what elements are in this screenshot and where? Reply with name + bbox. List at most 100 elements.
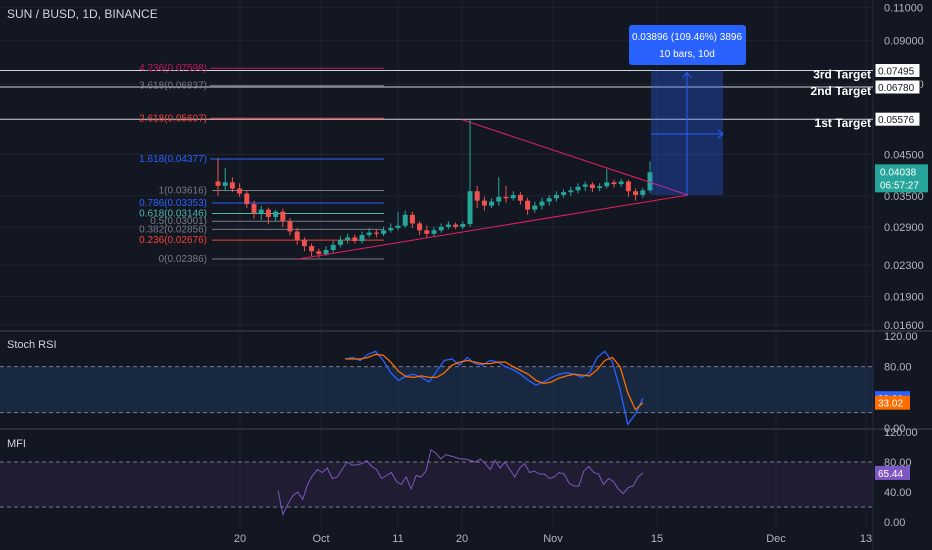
y-tick-label: 0.04500 — [884, 149, 924, 161]
candle-body — [381, 230, 387, 234]
candle-body — [539, 201, 545, 206]
target-label: 3rd Target — [813, 67, 871, 81]
target-label: 1st Target — [815, 116, 871, 130]
fib-level-label: 1.618(0.04377) — [139, 154, 207, 165]
candle-body — [568, 190, 574, 193]
x-tick-label: 15 — [651, 533, 663, 545]
x-tick-label: 20 — [456, 533, 468, 545]
candle-body — [575, 186, 581, 191]
candle-body — [330, 244, 336, 250]
support-trendline — [295, 194, 689, 260]
candle-body — [503, 196, 509, 199]
candle-body — [625, 181, 631, 192]
candle-body — [460, 224, 466, 227]
stoch-rsi-band — [0, 366, 873, 413]
x-tick-label: Dec — [766, 533, 786, 545]
price-badge — [874, 79, 921, 95]
chart-title: SUN / BUSD, 1D, BINANCE — [7, 7, 158, 21]
fib-level-label: 0.236(0.02676) — [139, 235, 207, 246]
x-tick-label: 20 — [234, 533, 246, 545]
measure-tooltip-line1: 0.03896 (109.46%) 3896 — [632, 32, 743, 43]
candle-body — [589, 184, 595, 189]
candle-body — [337, 239, 343, 245]
candle-body — [244, 193, 250, 205]
candle-body — [265, 209, 271, 217]
fib-level-label: 0.382(0.02856) — [139, 224, 207, 235]
target-label: 2nd Target — [811, 84, 871, 98]
stoch-rsi-badge — [875, 395, 910, 410]
stoch-rsi-tick: 120.00 — [884, 331, 918, 343]
candle-body — [373, 232, 379, 234]
x-tick-label: Nov — [543, 533, 563, 545]
candle-body — [532, 205, 538, 210]
fib-level-label: 0.5(0.03001) — [150, 216, 207, 227]
mfi-tick: 40.00 — [884, 487, 912, 499]
last-price-badge — [875, 164, 928, 193]
candle-body — [237, 188, 243, 194]
candle-body — [431, 230, 437, 234]
mfi-line — [277, 449, 644, 517]
stoch-rsi-k-line — [344, 350, 644, 426]
y-tick-label: 0.09000 — [884, 35, 924, 47]
candle-body — [546, 198, 552, 202]
stoch-rsi-label: Stoch RSI — [7, 339, 57, 351]
measure-arrow-head — [682, 71, 692, 78]
candle-body — [359, 234, 365, 242]
candle-body — [582, 184, 588, 187]
countdown-label: 06:57:27 — [880, 180, 919, 191]
candle-body — [604, 182, 610, 187]
x-tick-label: Oct — [312, 533, 329, 545]
candle-body — [229, 182, 235, 189]
x-tick-label: 11 — [392, 533, 403, 545]
candle-body — [467, 191, 473, 225]
measure-tooltip — [629, 25, 746, 65]
candle-body — [316, 251, 322, 254]
candle-body — [222, 182, 228, 186]
candle-body — [553, 194, 559, 199]
candle-body — [323, 249, 329, 254]
candle-body — [352, 237, 358, 242]
fib-level-label: 0.786(0.03353) — [139, 198, 207, 209]
y-tick-label: 0.03500 — [884, 191, 924, 203]
fib-level-label: 0.618(0.03146) — [139, 208, 207, 219]
mfi-tick: 120.00 — [884, 427, 918, 439]
candle-body — [618, 181, 624, 185]
candle-body — [417, 223, 423, 231]
candle-body — [294, 231, 300, 240]
price-badge-label: 0.06780 — [878, 83, 915, 94]
candle-body — [445, 224, 451, 227]
candle-body — [258, 209, 264, 214]
mfi-badge-label: 65.44 — [878, 469, 903, 480]
candle-body — [640, 190, 646, 195]
mfi-label: MFI — [7, 438, 26, 450]
candle-body — [525, 200, 531, 210]
last-price-label: 0.04038 — [880, 167, 917, 178]
y-tick-label: 0.01900 — [884, 291, 924, 303]
candle-body — [474, 191, 480, 201]
candle-body — [273, 211, 279, 217]
price-badge-label: 0.07495 — [878, 66, 915, 77]
mfi-badge — [875, 465, 910, 480]
candle-body — [510, 194, 516, 199]
candle-body — [489, 201, 495, 206]
measure-arrow-head — [717, 129, 724, 139]
candle-body — [301, 239, 307, 247]
y-tick-label: 0.11000 — [884, 2, 923, 14]
candle-body — [402, 214, 408, 226]
stoch-rsi-tick: 80.00 — [884, 362, 912, 374]
y-tick-label: 0.02300 — [884, 260, 924, 272]
candle-body — [309, 246, 315, 252]
stoch-rsi-tick: 0.00 — [884, 423, 905, 435]
candle-body — [345, 237, 351, 240]
price-badge — [874, 62, 921, 78]
stoch-rsi-badge-label: 33.02 — [878, 399, 903, 410]
candle-body — [611, 182, 617, 185]
candle-body — [481, 200, 487, 206]
stoch-rsi-d-line — [345, 353, 644, 411]
x-tick-label: 13 — [860, 533, 872, 545]
resistance-trendline — [461, 119, 689, 196]
candle-body — [633, 191, 639, 195]
fib-level-label: 3.618(0.06837) — [139, 81, 207, 92]
fib-level-label: 4.236(0.07598) — [139, 63, 207, 74]
